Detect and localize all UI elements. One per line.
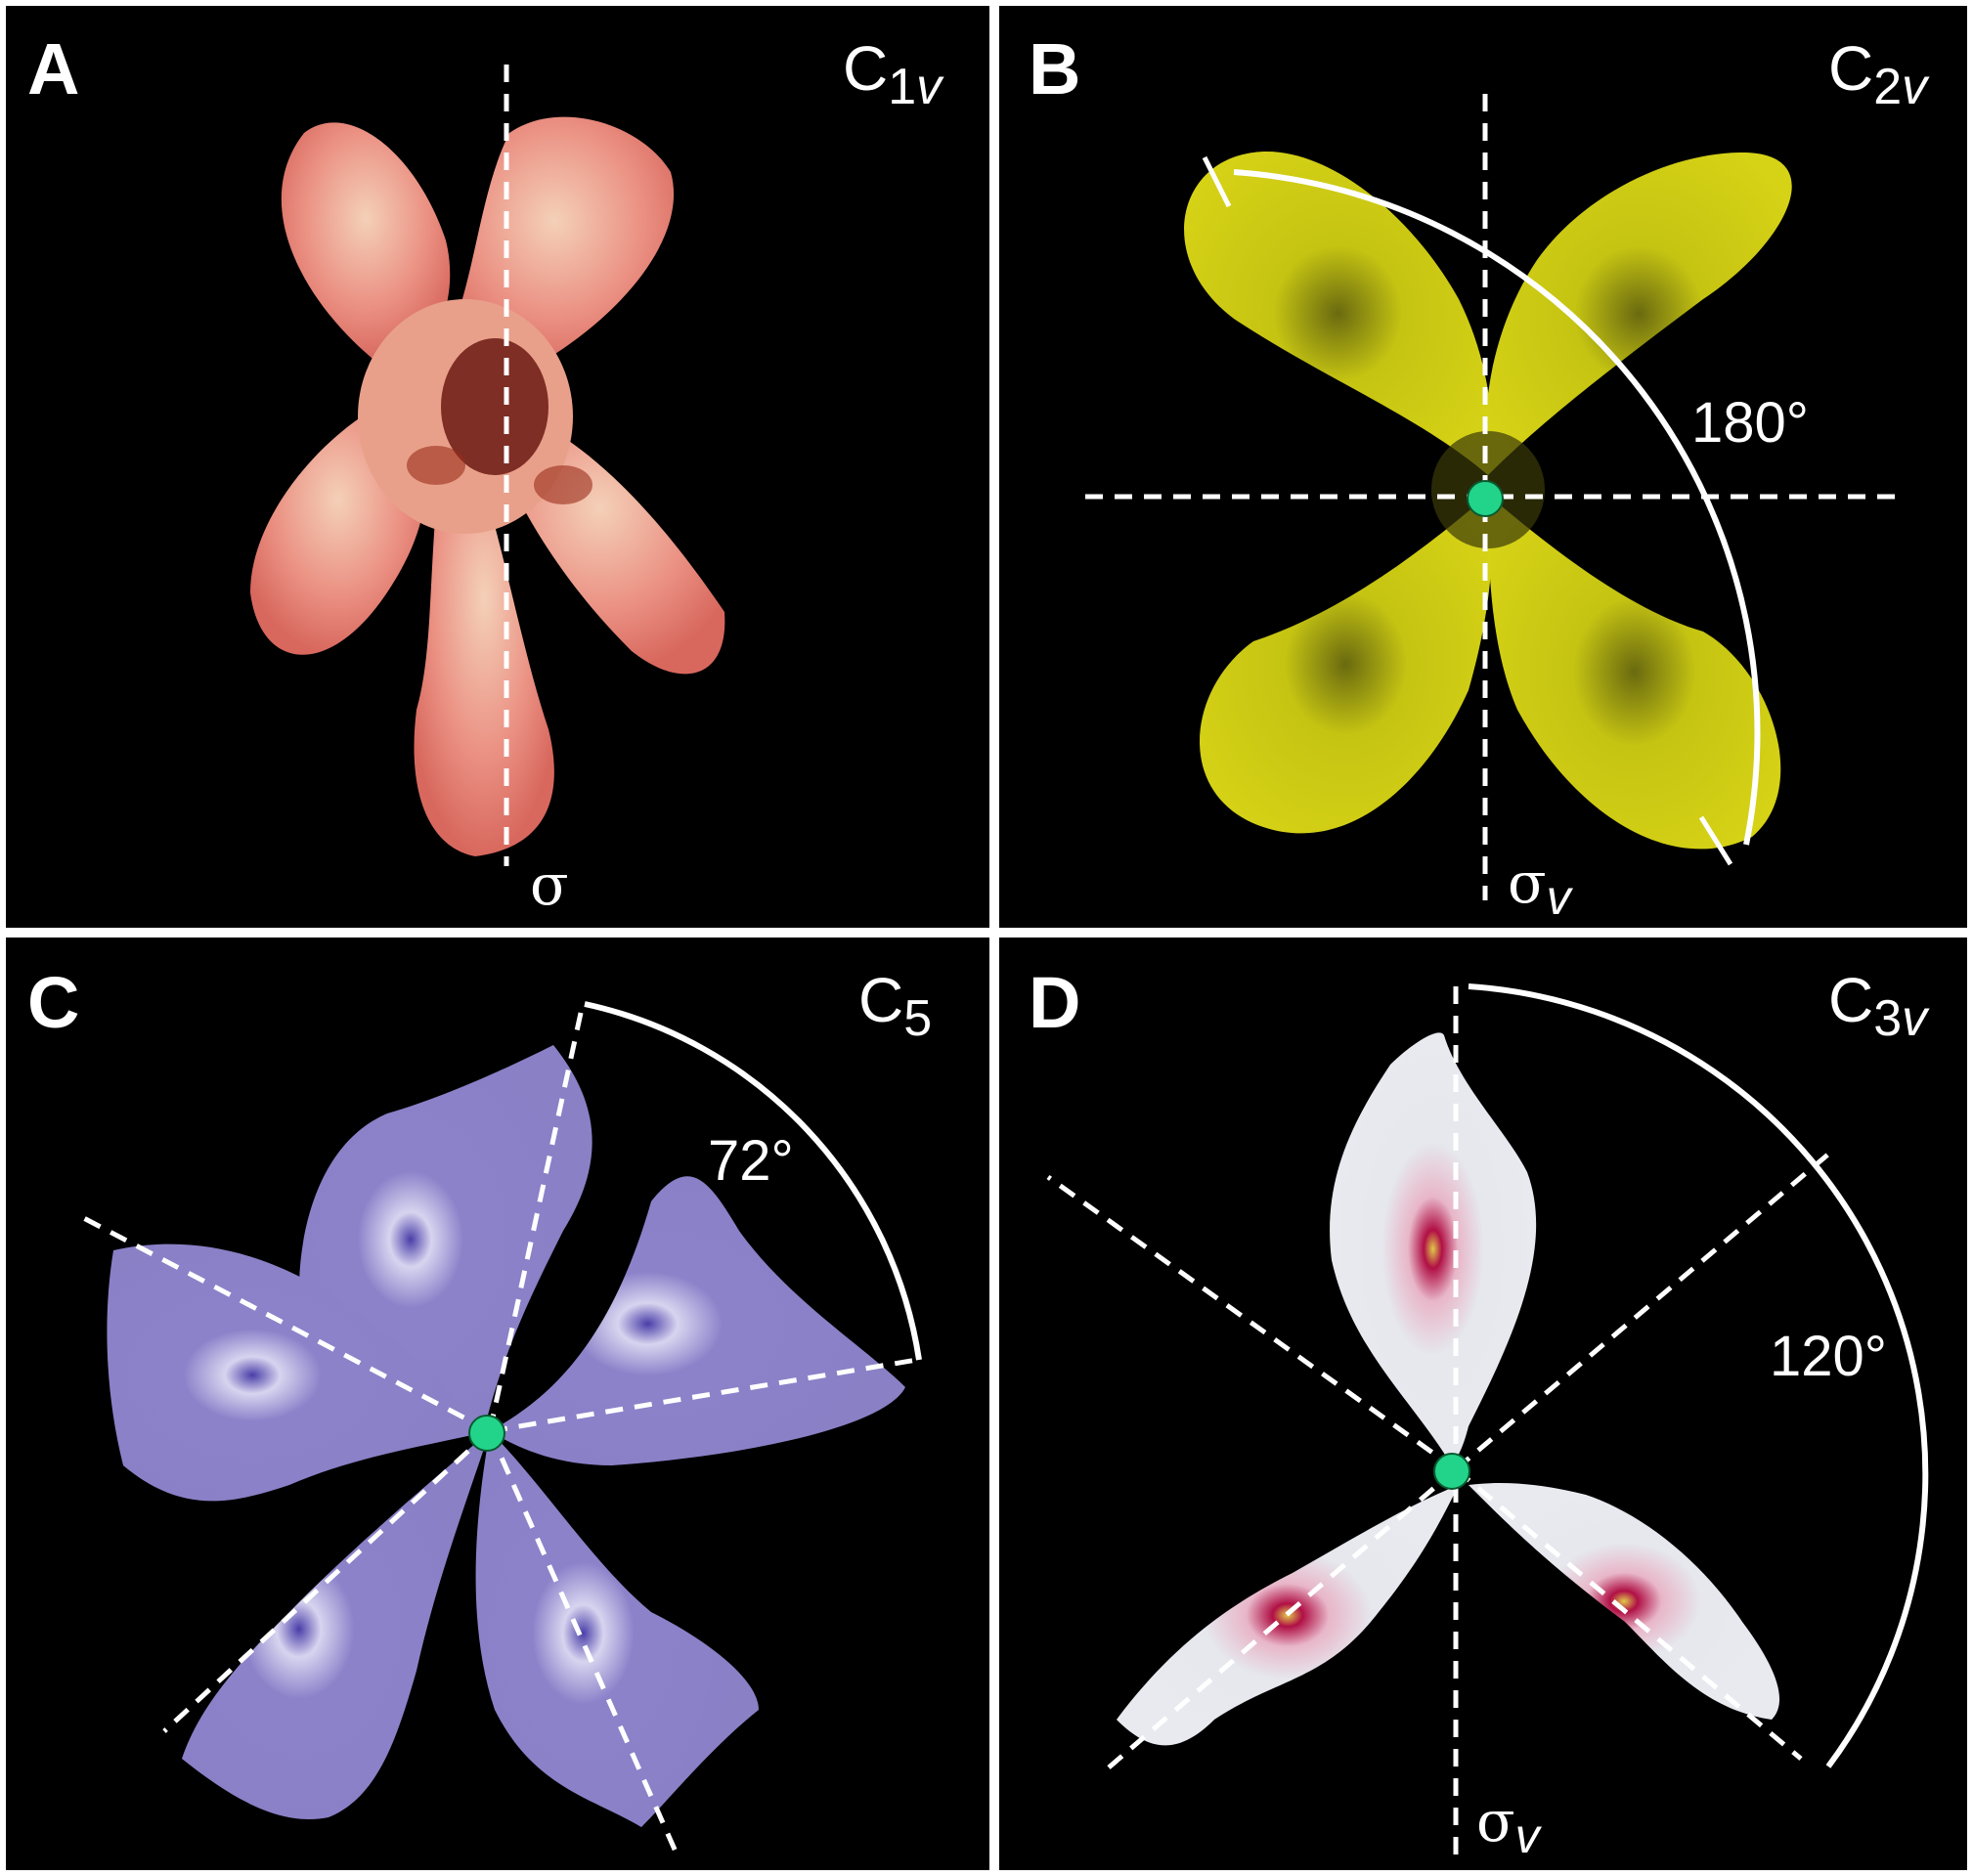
panel-d: D C3v 120° σv: [999, 938, 1967, 1870]
panel-letter-c: C: [27, 962, 80, 1043]
panel-b: B C2v 180° σv: [999, 6, 1967, 928]
panel-letter-d: D: [1029, 962, 1081, 1043]
mirror-label-b: σv: [1508, 850, 1571, 925]
rotation-center-d: [1433, 1453, 1470, 1490]
flower-d-image: [1046, 983, 1929, 1856]
panel-a: A C1v σ: [6, 6, 989, 928]
rotation-arc-b: [1233, 169, 1761, 846]
panel-letter-a: A: [27, 28, 80, 109]
angle-label-c: 72°: [708, 1129, 794, 1193]
flower-a-image: [250, 65, 725, 866]
symmetry-group-d: C3v: [1828, 965, 1928, 1047]
flower-b-image: [1085, 94, 1899, 900]
rotation-center-c: [468, 1415, 505, 1452]
rotation-arc-d: [1468, 983, 1929, 1768]
mirror-label-d: σv: [1476, 1788, 1540, 1863]
mirror-label-a: σ: [530, 851, 569, 918]
flower-c-image: [74, 1001, 922, 1854]
panel-letter-b: B: [1029, 28, 1081, 109]
angle-label-d: 120°: [1770, 1325, 1887, 1388]
panel-c: C C5 72°: [6, 938, 989, 1870]
rotation-center-b: [1467, 480, 1504, 517]
symmetry-group-a: C1v: [843, 33, 943, 115]
symmetry-group-b: C2v: [1828, 33, 1928, 115]
symmetry-group-c: C5: [858, 965, 933, 1047]
rotation-arc-c: [584, 1001, 922, 1361]
angle-label-b: 180°: [1691, 391, 1809, 455]
